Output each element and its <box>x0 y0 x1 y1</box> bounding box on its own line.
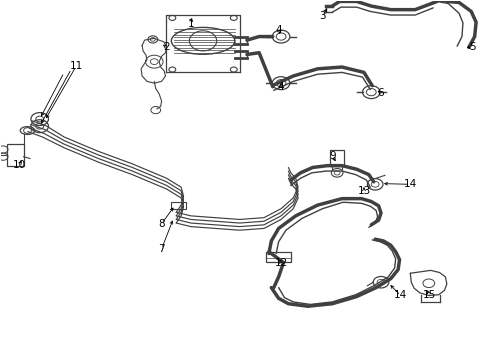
Text: 5: 5 <box>468 42 475 52</box>
Text: 4: 4 <box>275 25 282 35</box>
Bar <box>266 252 290 262</box>
Text: 7: 7 <box>158 244 164 254</box>
Text: 3: 3 <box>319 11 325 21</box>
Bar <box>6 144 23 166</box>
Text: 9: 9 <box>328 150 335 161</box>
Text: 14: 14 <box>403 179 416 189</box>
Text: 6: 6 <box>377 88 384 98</box>
Text: 12: 12 <box>274 258 287 268</box>
Text: 2: 2 <box>163 42 169 52</box>
Text: 11: 11 <box>69 61 83 71</box>
Text: 10: 10 <box>13 159 26 170</box>
Text: 1: 1 <box>187 19 194 29</box>
Text: 14: 14 <box>393 291 407 301</box>
Bar <box>329 149 344 166</box>
Text: 15: 15 <box>422 291 435 301</box>
Text: 4: 4 <box>277 82 284 93</box>
Text: 8: 8 <box>158 219 164 229</box>
Text: 13: 13 <box>357 186 370 197</box>
